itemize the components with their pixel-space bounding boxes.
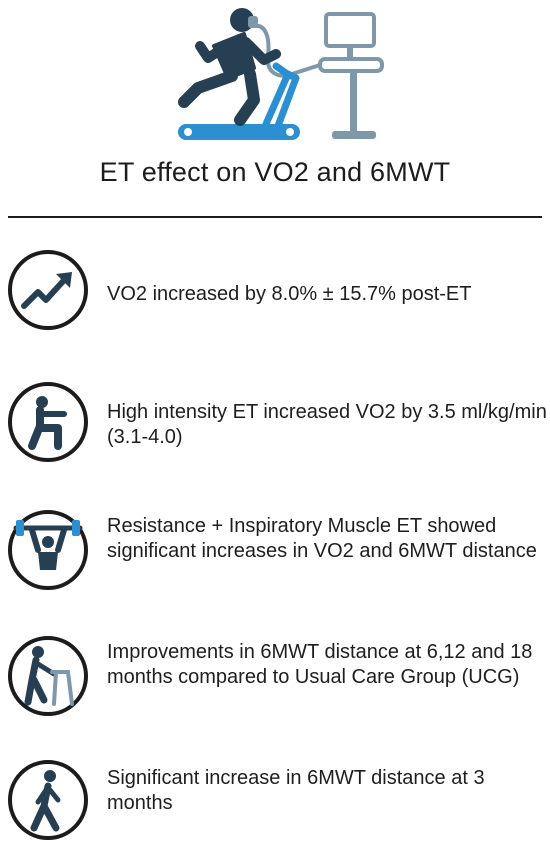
runner-icon [178,8,281,126]
treadmill-vo2-test-illustration [178,8,384,140]
list-item: Improvements in 6MWT distance at 6,12 an… [6,634,546,734]
walker-elderly-icon [8,636,88,716]
item-text: Significant increase in 6MWT distance at… [107,767,485,814]
monitor-icon [290,12,384,139]
list-item: High intensity ET increased VO2 by 3.5 m… [6,380,547,480]
trend-up-arrow-icon [8,250,88,330]
item-text: Improvements in 6MWT distance at 6,12 an… [107,641,533,688]
item-text: VO2 increased by 8.0% ± 15.7% post-ET [107,283,472,305]
squat-figure-icon [8,382,88,462]
list-item: VO2 increased by 8.0% ± 15.7% post-ET [6,248,546,348]
list-item: Resistance + Inspiratory Muscle ET showe… [6,508,546,608]
treadmill-icon [178,62,300,140]
divider [8,216,542,218]
item-text: Resistance + Inspiratory Muscle ET showe… [107,515,537,562]
list-item: Significant increase in 6MWT distance at… [6,758,546,858]
walking-person-icon [8,760,88,840]
page-title: ET effect on VO2 and 6MWT [99,157,451,187]
weightlifter-icon [8,510,88,590]
item-text: High intensity ET increased VO2 by 3.5 m… [107,401,547,448]
